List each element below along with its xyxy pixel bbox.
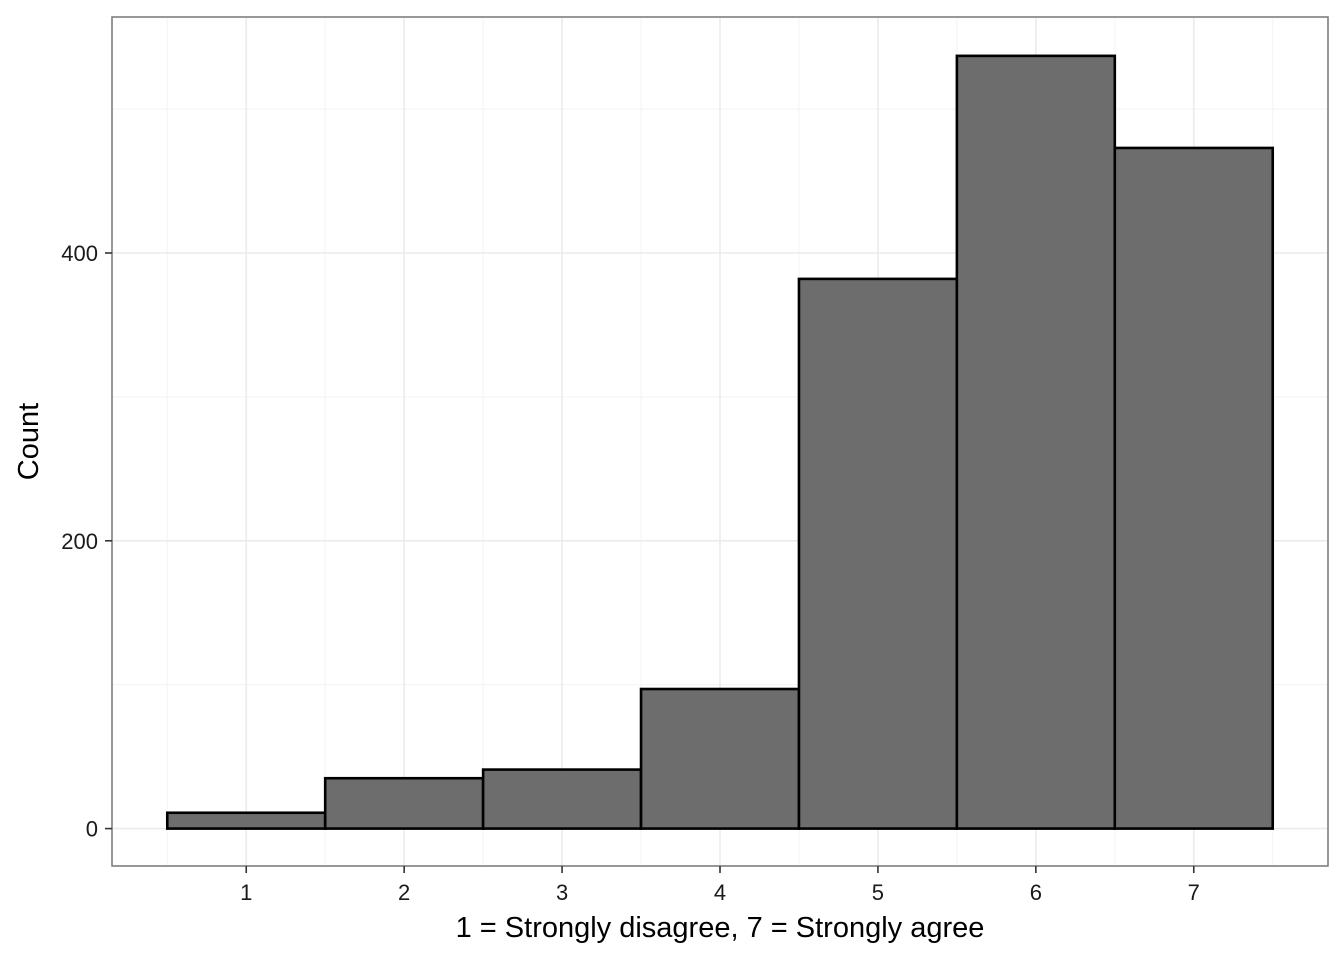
x-tick-label: 6 <box>1030 880 1042 905</box>
bar-3 <box>481 768 643 830</box>
bar-2 <box>323 776 485 830</box>
bar-7 <box>1113 146 1275 830</box>
bar-6 <box>955 54 1117 830</box>
x-tick-label: 7 <box>1188 880 1200 905</box>
y-tick-label: 200 <box>61 529 98 554</box>
x-tick-label: 3 <box>556 880 568 905</box>
x-tick-label: 1 <box>240 880 252 905</box>
x-tick-label: 4 <box>714 880 726 905</box>
bar-5 <box>797 277 959 830</box>
x-axis-title: 1 = Strongly disagree, 7 = Strongly agre… <box>456 912 985 944</box>
bars <box>165 54 1275 830</box>
x-tick-label: 5 <box>872 880 884 905</box>
x-tick-label: 2 <box>398 880 410 905</box>
y-tick-label: 400 <box>61 241 98 266</box>
y-tick-label: 0 <box>86 817 98 842</box>
bar-1 <box>165 811 327 830</box>
x-axis: 1 2 3 4 5 6 7 <box>240 866 1200 905</box>
y-axis: 0 200 400 <box>61 241 112 842</box>
y-axis-title: Count <box>13 403 45 480</box>
bar-4 <box>639 687 801 830</box>
